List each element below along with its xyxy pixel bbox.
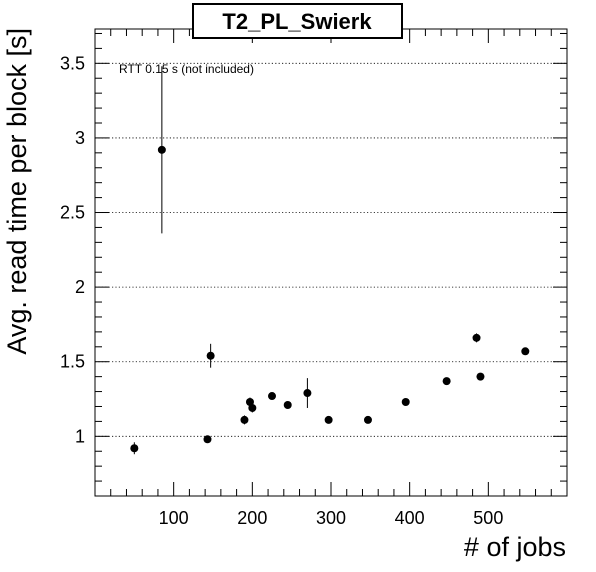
data-point (240, 415, 249, 424)
y-axis-title: Avg. read time per block [s] (2, 28, 32, 355)
data-point (268, 392, 276, 401)
x-tick-label: 100 (159, 508, 189, 528)
data-point (363, 415, 372, 424)
y-tick-label: 1.5 (60, 352, 85, 372)
data-point (472, 333, 481, 342)
data-points (130, 66, 530, 455)
grid (95, 62, 567, 437)
y-tick-label: 3 (75, 128, 85, 148)
title-frame (192, 3, 403, 39)
chart-title: T2_PL_Swierk (222, 9, 372, 34)
data-point (206, 351, 215, 360)
y-tick-label: 3.5 (60, 53, 85, 73)
data-point (157, 145, 166, 154)
data-point (130, 444, 139, 453)
x-tick-label: 500 (473, 508, 503, 528)
x-tick-label: 300 (316, 508, 346, 528)
data-point (442, 377, 451, 386)
y-tick-label: 1 (75, 426, 85, 446)
axis-ticks (95, 29, 567, 497)
data-point (283, 400, 292, 409)
chart-title-box: T2_PL_Swierk (192, 3, 403, 39)
data-point (203, 435, 212, 444)
data-point (401, 398, 410, 407)
data-point (248, 403, 257, 412)
y-tick-label: 2 (75, 277, 85, 297)
data-point (324, 415, 333, 424)
data-point (303, 389, 312, 398)
x-tick-label: 200 (237, 508, 267, 528)
rtt-annotation: RTT 0.15 s (not included) (119, 62, 254, 76)
x-axis-title: # of jobs (464, 532, 566, 562)
y-tick-label: 2.5 (60, 203, 85, 223)
tick-labels: 100 200 300 400 500 1 1.5 2 2.5 3 3.5 (60, 53, 503, 528)
data-point (476, 372, 485, 381)
data-point (521, 347, 530, 356)
x-tick-label: 400 (395, 508, 425, 528)
